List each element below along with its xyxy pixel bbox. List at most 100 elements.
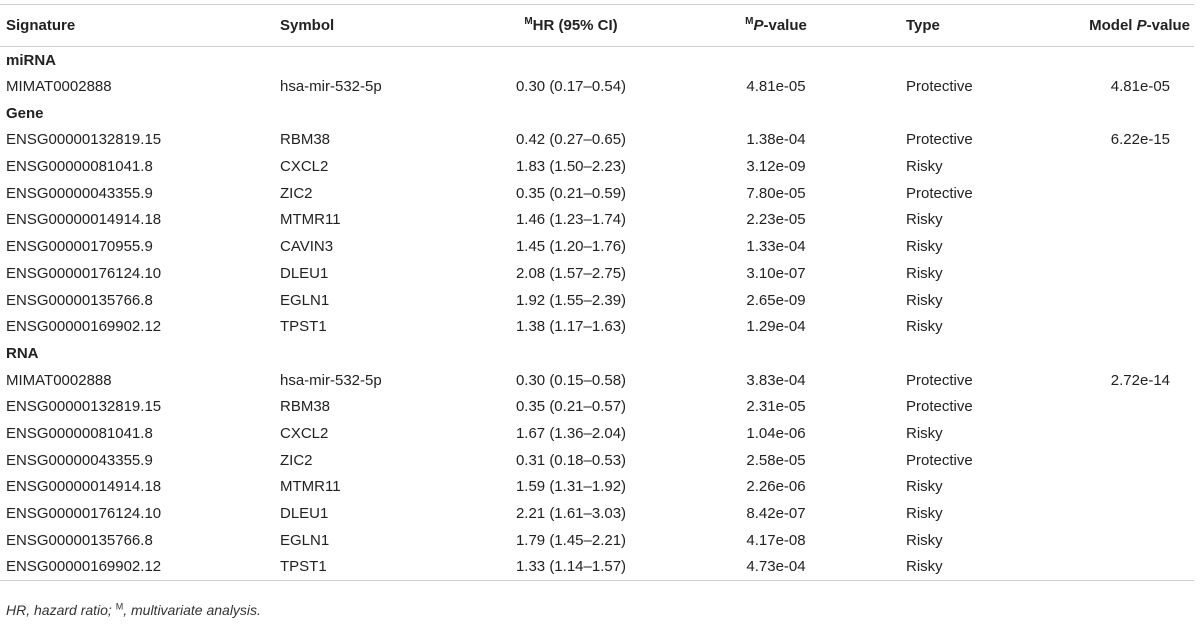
signature-cell: ENSG00000043355.9 xyxy=(6,184,153,202)
signature-cell: ENSG00000014914.18 xyxy=(6,211,162,229)
empty-cell xyxy=(1050,100,1194,127)
hr-cell: 0.30 (0.15–0.58) xyxy=(515,371,627,389)
empty-cell xyxy=(900,47,1050,74)
footnote-abbr: HR, hazard ratio; xyxy=(6,602,116,618)
p-value-cell: 2.58e-05 xyxy=(746,451,806,469)
signature-cell: ENSG00000176124.10 xyxy=(6,505,162,523)
symbol-cell: MTMR11 xyxy=(280,211,341,229)
signature-cell: ENSG00000132819.15 xyxy=(6,398,162,416)
model-p-value-cell xyxy=(1050,180,1194,207)
type-cell: Risky xyxy=(906,158,943,176)
table-row: ENSG00000169902.12 TPST1 1.38 (1.17–1.63) 1… xyxy=(0,313,1194,340)
empty-cell xyxy=(900,100,1050,127)
table-row: ENSG00000043355.9 ZIC2 0.35 (0.21–0.59) 7.8… xyxy=(0,180,1194,207)
type-cell: Protective xyxy=(906,131,973,149)
signature-cell: ENSG00000132819.15 xyxy=(6,131,162,149)
empty-cell xyxy=(274,47,490,74)
p-value-cell: 1.29e-04 xyxy=(746,318,806,336)
p-value-cell: 3.12e-09 xyxy=(746,158,806,176)
type-cell: Protective xyxy=(906,451,973,469)
type-cell: Risky xyxy=(906,531,943,549)
section-title: RNA xyxy=(6,344,39,362)
hr-cell: 2.21 (1.61–3.03) xyxy=(515,505,627,523)
type-cell: Protective xyxy=(906,184,973,202)
hr-cell: 1.59 (1.31–1.92) xyxy=(515,478,627,496)
col-header-type: Type xyxy=(900,4,1050,47)
col-header-symbol: Symbol xyxy=(274,4,490,47)
signature-cell: ENSG00000081041.8 xyxy=(6,158,153,176)
col-header-signature: Signature xyxy=(0,4,274,47)
table-row: ENSG00000135766.8 EGLN1 1.92 (1.55–2.39) 2.… xyxy=(0,287,1194,314)
p-value-cell: 1.38e-04 xyxy=(746,131,806,149)
hr-cell: 1.46 (1.23–1.74) xyxy=(515,211,627,229)
table-row: ENSG00000081041.8 CXCL2 1.67 (1.36–2.04) 1.… xyxy=(0,420,1194,447)
model-p-value-cell xyxy=(1050,500,1194,527)
type-cell: Risky xyxy=(906,318,943,336)
type-cell: Protective xyxy=(906,78,973,96)
model-p-value-cell xyxy=(1050,287,1194,314)
signature-cell: MIMAT0002888 xyxy=(6,78,112,96)
p-value-cell: 8.42e-07 xyxy=(746,505,806,523)
empty-cell xyxy=(650,100,900,127)
symbol-cell: RBM38 xyxy=(280,398,331,416)
hr-cell: 1.79 (1.45–2.21) xyxy=(515,531,627,549)
p-value-cell: 4.73e-04 xyxy=(650,553,900,581)
model-p-value-cell xyxy=(1050,393,1194,420)
model-p-value-cell: 6.22e-15 xyxy=(1110,131,1170,149)
model-suffix: -value xyxy=(1146,17,1190,34)
type-cell: Protective xyxy=(906,371,973,389)
empty-cell xyxy=(490,100,650,127)
symbol-cell: ZIC2 xyxy=(280,451,313,469)
empty-cell xyxy=(1050,340,1194,367)
p-value-cell: 7.80e-05 xyxy=(746,184,806,202)
type-cell: Protective xyxy=(906,398,973,416)
p-superscript: M xyxy=(745,16,754,27)
type-cell: Risky xyxy=(906,291,943,309)
table-row: ENSG00000132819.15 RBM38 0.42 (0.27–0.65) 1… xyxy=(0,127,1194,154)
model-p-value-cell: 4.81e-05 xyxy=(1110,78,1170,96)
section-title: miRNA xyxy=(6,51,57,69)
section-row-gene: Gene xyxy=(0,100,1194,127)
symbol-cell: ZIC2 xyxy=(280,184,313,202)
symbol-cell: CXCL2 xyxy=(280,158,329,176)
model-p-value-cell xyxy=(1050,447,1194,474)
signature-cell: ENSG00000081041.8 xyxy=(6,424,153,442)
table-row: ENSG00000043355.9 ZIC2 0.31 (0.18–0.53) 2.5… xyxy=(0,447,1194,474)
p-value-cell: 4.17e-08 xyxy=(746,531,806,549)
p-value-cell: 3.83e-04 xyxy=(746,371,806,389)
model-p-value-cell xyxy=(1050,153,1194,180)
table-row: ENSG00000176124.10 DLEU1 2.08 (1.57–2.75) 3… xyxy=(0,260,1194,287)
table-row: ENSG00000014914.18 MTMR11 1.59 (1.31–1.92)… xyxy=(0,474,1194,501)
signature-cell: ENSG00000169902.12 xyxy=(6,318,162,336)
model-p-value-cell xyxy=(1050,527,1194,554)
p-value-cell: 1.33e-04 xyxy=(746,238,806,256)
hr-superscript: M xyxy=(524,16,533,27)
signature-cell: ENSG00000169902.12 xyxy=(0,553,274,581)
empty-cell xyxy=(650,340,900,367)
hr-cell: 0.42 (0.27–0.65) xyxy=(515,131,627,149)
hr-cell: 1.83 (1.50–2.23) xyxy=(515,158,627,176)
hr-cell: 0.35 (0.21–0.59) xyxy=(515,184,627,202)
hr-cell: 1.33 (1.14–1.57) xyxy=(490,553,650,581)
p-value-cell: 2.23e-05 xyxy=(746,211,806,229)
hr-header-text: HR (95% CI) xyxy=(532,17,618,34)
hr-cell: 1.38 (1.17–1.63) xyxy=(515,318,627,336)
symbol-cell: TPST1 xyxy=(274,553,490,581)
model-prefix: Model xyxy=(1089,17,1137,34)
empty-cell xyxy=(490,47,650,74)
p-value-cell: 1.04e-06 xyxy=(746,424,806,442)
signature-cell: ENSG00000135766.8 xyxy=(6,531,153,549)
symbol-cell: DLEU1 xyxy=(280,505,329,523)
table-row: ENSG00000135766.8 EGLN1 1.79 (1.45–2.21) 4.… xyxy=(0,527,1194,554)
table-row: ENSG00000132819.15 RBM38 0.35 (0.21–0.57) 2… xyxy=(0,393,1194,420)
header-row: Signature Symbol MHR (95% CI) MP-value T… xyxy=(0,4,1194,47)
symbol-cell: hsa-mir-532-5p xyxy=(280,371,382,389)
p-value-cell: 2.65e-09 xyxy=(746,291,806,309)
symbol-cell: CXCL2 xyxy=(280,424,329,442)
hr-cell: 2.08 (1.57–2.75) xyxy=(515,264,627,282)
p-italic: P xyxy=(753,17,764,34)
section-title: Gene xyxy=(6,104,44,122)
symbol-cell: RBM38 xyxy=(280,131,331,149)
type-cell: Risky xyxy=(900,553,1050,581)
signature-cell: ENSG00000043355.9 xyxy=(6,451,153,469)
